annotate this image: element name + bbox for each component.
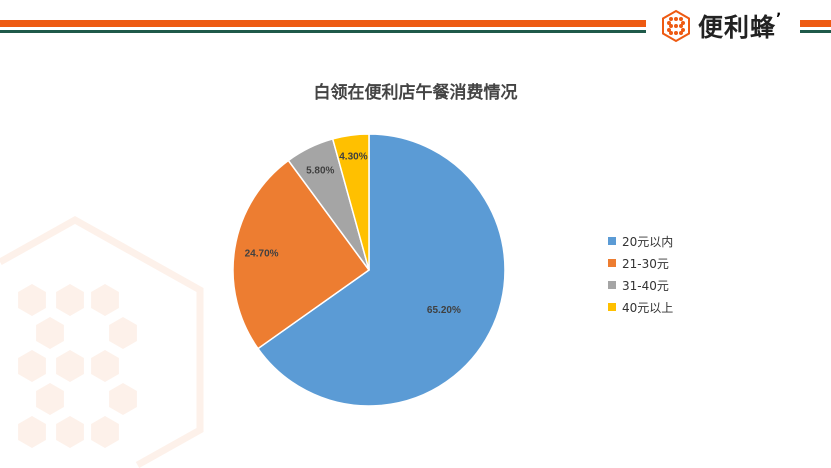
pie-slice [232, 159, 371, 350]
legend-swatch [608, 259, 616, 267]
brand-name: 便利蜂 [698, 13, 777, 42]
data-label: 24.70% [245, 249, 279, 260]
hexagon-watermark [0, 215, 204, 468]
legend-label: 40元以上 [622, 300, 674, 315]
header-stripe-green [0, 30, 646, 33]
watermark-hex-dot [36, 383, 64, 415]
watermark-hex-dot [91, 416, 119, 448]
watermark-hex-dot [91, 284, 119, 316]
legend-label: 20元以内 [622, 234, 674, 249]
brand-mark: ʼ [776, 11, 782, 27]
pie-slice [331, 133, 370, 271]
legend-item: 40元以上 [608, 296, 673, 318]
watermark-hex-dot [56, 350, 84, 382]
pie-slice [256, 133, 506, 407]
header-stripe-orange [0, 20, 646, 27]
legend-swatch [608, 281, 616, 289]
watermark-hex-dot [56, 416, 84, 448]
data-label: 5.80% [306, 166, 334, 177]
legend-item: 31-40元 [608, 274, 673, 296]
legend-label: 21-30元 [622, 256, 669, 271]
data-label: 65.20% [427, 305, 461, 316]
watermark-hex-dot [109, 317, 137, 349]
legend: 20元以内 21-30元 31-40元 40元以上 [608, 230, 673, 318]
watermark-hex-dot [91, 350, 119, 382]
hexagon-logo-icon [662, 9, 690, 43]
chart-title: 白领在便利店午餐消费情况 [313, 83, 518, 103]
legend-item: 21-30元 [608, 252, 673, 274]
watermark-hex-dot [18, 284, 46, 316]
legend-swatch [608, 237, 616, 245]
watermark-hex-dot [109, 383, 137, 415]
header-stripe-orange-right [800, 20, 831, 27]
watermark-hex-dot [18, 350, 46, 382]
watermark-hex-dot [56, 284, 84, 316]
legend-item: 20元以内 [608, 230, 673, 252]
legend-swatch [608, 303, 616, 311]
header-stripe-green-right [800, 30, 831, 33]
watermark-hex-dot [18, 416, 46, 448]
data-label: 4.30% [339, 151, 367, 162]
brand-logo: 便利蜂 ʼ [660, 8, 781, 44]
legend-label: 31-40元 [622, 278, 669, 293]
watermark-hex-dot [36, 317, 64, 349]
